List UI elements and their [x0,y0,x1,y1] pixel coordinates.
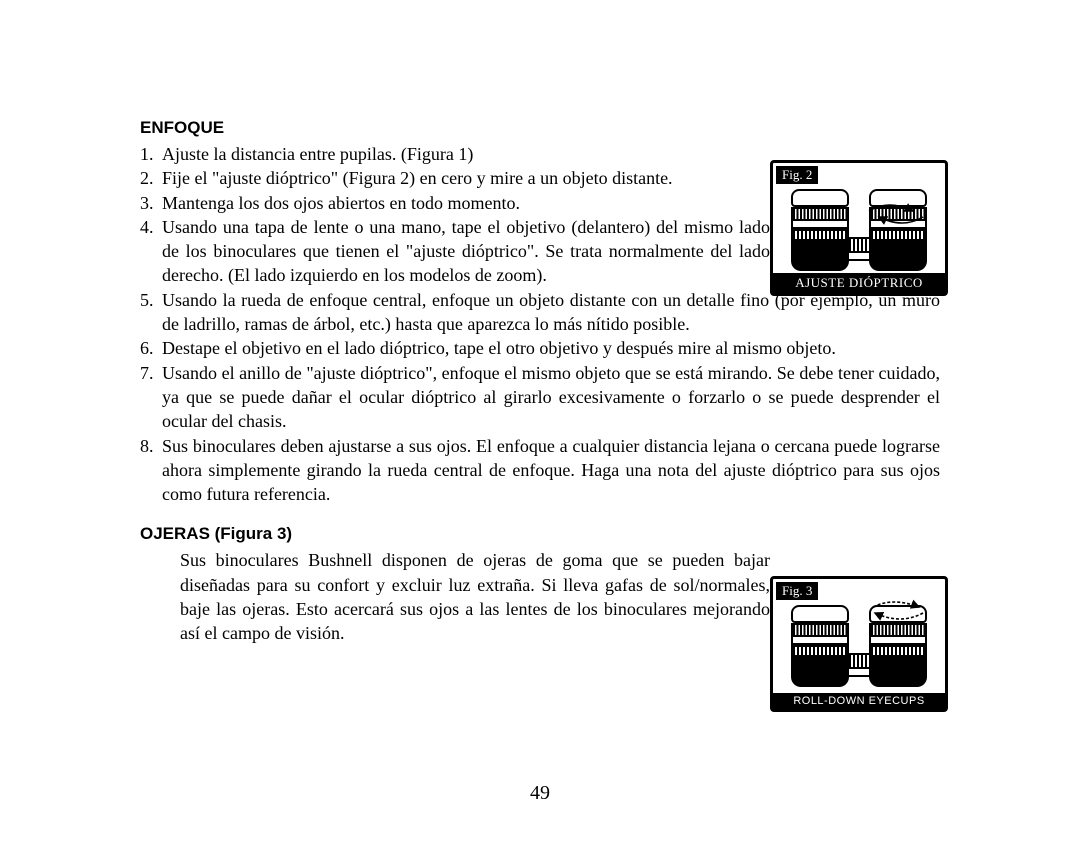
binocular-icon [773,181,945,271]
list-item: 4.Usando una tapa de lente o una mano, t… [140,215,770,288]
figure-caption: AJUSTE DIÓPTRICO [773,273,945,293]
item-number: 8. [140,434,162,507]
heading-enfoque: ENFOQUE [140,118,940,138]
figure-3: Fig. 3 ROLL-DOWN EYECUPS [770,576,948,712]
figure-2: Fig. 2 AJUSTE DIÓPTRICO [770,160,948,296]
item-number: 3. [140,191,162,215]
item-text: Fije el "ajuste dióptrico" (Figura 2) en… [162,166,770,190]
item-number: 4. [140,215,162,288]
item-number: 7. [140,361,162,434]
list-item: 2.Fije el "ajuste dióptrico" (Figura 2) … [140,166,770,190]
item-text: Destape el objetivo en el lado dióptrico… [162,336,940,360]
list-item: 3.Mantenga los dos ojos abiertos en todo… [140,191,770,215]
ojeras-body: Sus binoculares Bushnell disponen de oje… [140,548,770,645]
item-text: Ajuste la distancia entre pupilas. (Figu… [162,142,770,166]
binocular-icon [773,597,945,687]
eyecup-arrows-icon [773,597,945,705]
spacer [140,506,940,524]
item-text: Mantenga los dos ojos abiertos en todo m… [162,191,770,215]
list-item: 7.Usando el anillo de "ajuste dióptrico"… [140,361,940,434]
heading-ojeras: OJERAS (Figura 3) [140,524,940,544]
item-number: 2. [140,166,162,190]
list-item: 6.Destape el objetivo en el lado dióptri… [140,336,940,360]
figure-caption: ROLL-DOWN EYECUPS [773,693,945,709]
item-text: Usando el anillo de "ajuste dióptrico", … [162,361,940,434]
item-number: 6. [140,336,162,360]
item-number: 5. [140,288,162,337]
page-number: 49 [0,782,1080,805]
item-number: 1. [140,142,162,166]
list-item: 1.Ajuste la distancia entre pupilas. (Fi… [140,142,770,166]
item-text: Sus binoculares deben ajustarse a sus oj… [162,434,940,507]
item-text: Usando una tapa de lente o una mano, tap… [162,215,770,288]
list-item: 8.Sus binoculares deben ajustarse a sus … [140,434,940,507]
